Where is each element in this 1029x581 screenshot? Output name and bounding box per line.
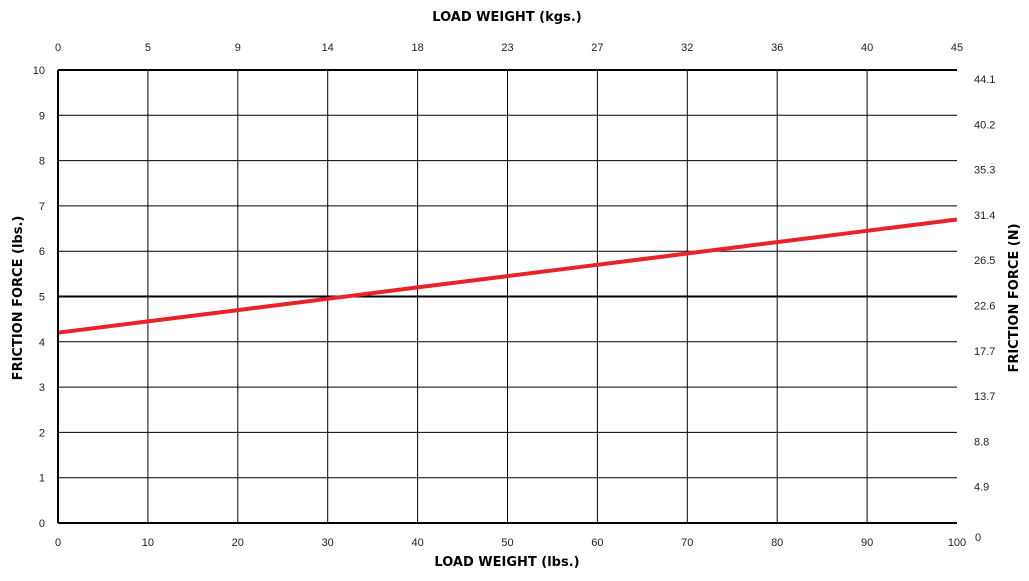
- y2-tick-label: 44.1: [974, 74, 995, 86]
- x2-tick-label: 14: [322, 42, 334, 54]
- y-tick-label: 7: [39, 201, 45, 213]
- y-tick-label: 5: [39, 292, 45, 304]
- x2-tick-label: 32: [681, 42, 693, 54]
- friction-force-line: [57, 217, 958, 335]
- x2-tick-label: 40: [861, 42, 873, 54]
- series-layer: [57, 217, 958, 335]
- y2-tick-label: 22.6: [974, 301, 995, 313]
- y2-tick-label: 13.7: [974, 391, 995, 403]
- x-tick-label: 40: [411, 537, 423, 549]
- y2-tick-label: 26.5: [974, 255, 995, 267]
- x2-tick-label: 9: [235, 42, 241, 54]
- x-tick-label: 100: [948, 537, 966, 549]
- y2-tick-label: 40.2: [974, 119, 995, 131]
- y-tick-label: 6: [39, 246, 45, 258]
- x2-tick-label: 27: [591, 42, 603, 54]
- y-tick-label: 8: [39, 156, 45, 168]
- y-tick-label: 4: [39, 337, 45, 349]
- y-tick-label: 1: [39, 473, 45, 485]
- right-y-axis-title: FRICTION FORCE (N): [1007, 223, 1022, 372]
- bottom-x-axis-title: LOAD WEIGHT (lbs.): [434, 555, 579, 570]
- x2-tick-label: 36: [771, 42, 783, 54]
- x-tick-label: 60: [591, 537, 603, 549]
- x-tick-label: 80: [771, 537, 783, 549]
- x-tick-label: 90: [861, 537, 873, 549]
- x2-tick-label: 23: [501, 42, 513, 54]
- grid-lines: [58, 70, 957, 523]
- y2-tick-label: 8.8: [974, 436, 989, 448]
- y-tick-label: 0: [39, 518, 45, 530]
- x-tick-label: 10: [142, 537, 154, 549]
- x-tick-label: 30: [322, 537, 334, 549]
- top-x-axis-title: LOAD WEIGHT (kgs.): [432, 10, 581, 25]
- x-tick-label: 0: [55, 537, 61, 549]
- y-tick-label: 9: [39, 110, 45, 122]
- y-tick-label: 3: [39, 382, 45, 394]
- x-tick-label: 20: [232, 537, 244, 549]
- y2-tick-label: 35.3: [974, 165, 995, 177]
- plot-frame: [57, 69, 957, 524]
- y-tick-label: 2: [39, 427, 45, 439]
- x2-tick-label: 18: [411, 42, 423, 54]
- y2-tick-label: 0: [975, 532, 981, 544]
- x-tick-label: 70: [681, 537, 693, 549]
- y2-tick-label: 17.7: [974, 346, 995, 358]
- x-tick-label: 50: [501, 537, 513, 549]
- y2-tick-label: 31.4: [974, 210, 995, 222]
- x2-tick-label: 5: [145, 42, 151, 54]
- x2-tick-label: 45: [951, 42, 963, 54]
- y2-tick-label: 4.9: [974, 482, 989, 494]
- x2-tick-label: 0: [55, 42, 61, 54]
- left-y-axis-title: FRICTION FORCE (lbs.): [11, 216, 26, 381]
- y-tick-label: 10: [33, 65, 45, 77]
